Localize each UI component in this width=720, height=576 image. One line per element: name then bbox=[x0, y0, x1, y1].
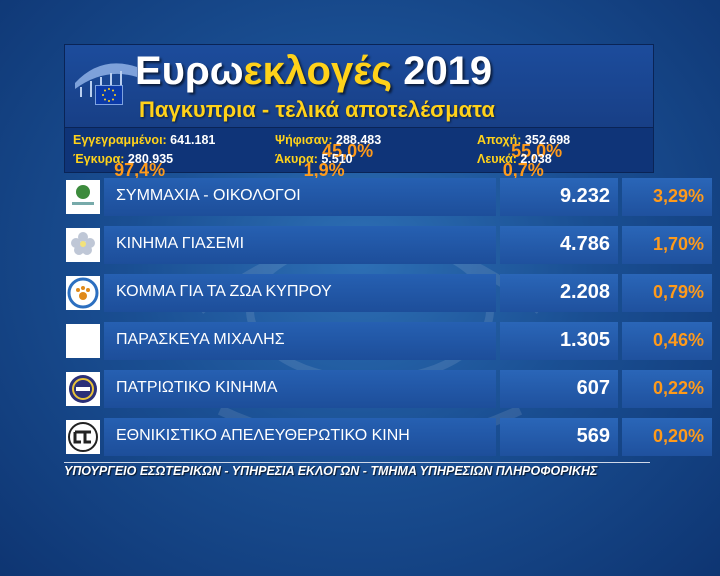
stats-panel: Εγγεγραμμένοι: 641.181 Ψήφισαν: 288.483 … bbox=[64, 127, 654, 180]
party-percent: 3,29% bbox=[652, 186, 704, 206]
page-title: Ευρωεκλογές 2019 bbox=[135, 49, 493, 93]
party-percent: 0,20% bbox=[652, 426, 704, 446]
party-name-cell: ΚΟΜΜΑ ΓΙΑ ΤΑ ΖΩΑ ΚΥΠΡΟΥ bbox=[104, 274, 496, 312]
stat-registered: Εγγεγραμμένοι: 641.181 bbox=[73, 133, 216, 147]
stat-voted: Ψήφισαν: 288.483 45,0% bbox=[275, 133, 382, 161]
party-name: ΠΑΡΑΣΚΕΥΑ ΜΙΧΑΛΗΣ bbox=[116, 331, 285, 348]
percent-cell: 0,46% bbox=[622, 322, 712, 360]
result-row: ΣΥΜΜΑΧΙΑ - ΟΙΚΟΛΟΓΟΙ 9.232 3,29% bbox=[64, 176, 712, 218]
party-name-cell: ΣΥΜΜΑΧΙΑ - ΟΙΚΟΛΟΓΟΙ bbox=[104, 178, 496, 216]
party-name-cell: ΕΘΝΙΚΙΣΤΙΚΟ ΑΠΕΛΕΥΘΕΡΩΤΙΚΟ ΚΙΝΗ bbox=[104, 418, 496, 456]
result-row: ΚΟΜΜΑ ΓΙΑ ΤΑ ΖΩΑ ΚΥΠΡΟΥ 2.208 0,79% bbox=[64, 272, 712, 314]
footer-credit: ΥΠΟΥΡΓΕΙΟ ΕΣΩΤΕΡΙΚΩΝ - ΥΠΗΡΕΣΙΑ ΕΚΛΟΓΩΝ … bbox=[64, 464, 598, 478]
party-name-cell: ΚΙΝΗΜΑ ΓΙΑΣΕΜΙ bbox=[104, 226, 496, 264]
votes-cell: 607 bbox=[500, 370, 618, 408]
votes-cell: 4.786 bbox=[500, 226, 618, 264]
result-row: ΠΑΡΑΣΚΕΥΑ ΜΙΧΑΛΗΣ 1.305 0,46% bbox=[64, 320, 712, 362]
party-votes: 1.305 bbox=[559, 329, 610, 351]
votes-cell: 1.305 bbox=[500, 322, 618, 360]
party-name: ΚΟΜΜΑ ΓΙΑ ΤΑ ΖΩΑ ΚΥΠΡΟΥ bbox=[116, 283, 332, 300]
party-name-cell: ΠΑΡΑΣΚΕΥΑ ΜΙΧΑΛΗΣ bbox=[104, 322, 496, 360]
result-row: ΕΘΝΙΚΙΣΤΙΚΟ ΑΠΕΛΕΥΘΕΡΩΤΙΚΟ ΚΙΝΗ 569 0,20… bbox=[64, 416, 712, 458]
party-percent: 0,46% bbox=[652, 330, 704, 350]
stat-invalid: Άκυρα: 5.510 1,9% bbox=[275, 152, 353, 180]
party-name: ΣΥΜΜΑΧΙΑ - ΟΙΚΟΛΟΓΟΙ bbox=[116, 187, 301, 204]
ecologists-logo-icon bbox=[66, 180, 100, 214]
votes-cell: 9.232 bbox=[500, 178, 618, 216]
stat-valid: Έγκυρα: 280.935 97,4% bbox=[73, 152, 174, 180]
party-percent: 1,70% bbox=[652, 234, 704, 254]
patriotic-logo-icon bbox=[66, 372, 100, 406]
page-subtitle: Παγκυπρια - τελικά αποτελέσματα bbox=[139, 97, 495, 122]
party-name: ΠΑΤΡΙΩΤΙΚΟ ΚΙΝΗΜΑ bbox=[116, 379, 278, 396]
footer-divider bbox=[64, 462, 650, 463]
party-votes: 4.786 bbox=[559, 233, 610, 255]
blank-logo-icon bbox=[66, 324, 100, 358]
percent-cell: 0,22% bbox=[622, 370, 712, 408]
percent-cell: 0,79% bbox=[622, 274, 712, 312]
party-percent: 0,79% bbox=[652, 282, 704, 302]
party-votes: 2.208 bbox=[559, 281, 610, 303]
percent-cell: 3,29% bbox=[622, 178, 712, 216]
header-panel: Ευρωεκλογές 2019 Παγκυπρια - τελικά αποτ… bbox=[64, 44, 654, 128]
votes-cell: 569 bbox=[500, 418, 618, 456]
jasmine-logo-icon bbox=[66, 228, 100, 262]
party-name: ΕΘΝΙΚΙΣΤΙΚΟ ΑΠΕΛΕΥΘΕΡΩΤΙΚΟ ΚΙΝΗ bbox=[116, 427, 410, 444]
paw-logo-icon bbox=[66, 276, 100, 310]
party-votes: 607 bbox=[576, 377, 610, 399]
votes-cell: 2.208 bbox=[500, 274, 618, 312]
stat-abstention: Αποχή: 352.698 55,0% bbox=[477, 133, 571, 161]
party-votes: 9.232 bbox=[559, 185, 610, 207]
party-votes: 569 bbox=[576, 425, 610, 447]
percent-cell: 1,70% bbox=[622, 226, 712, 264]
percent-cell: 0,20% bbox=[622, 418, 712, 456]
stat-blank: Λευκά: 2.038 0,7% bbox=[477, 152, 552, 180]
nationalist-logo-icon bbox=[66, 420, 100, 454]
eu-flag-icon bbox=[95, 85, 123, 105]
party-percent: 0,22% bbox=[652, 378, 704, 398]
result-row: ΠΑΤΡΙΩΤΙΚΟ ΚΙΝΗΜΑ 607 0,22% bbox=[64, 368, 712, 410]
party-name-cell: ΠΑΤΡΙΩΤΙΚΟ ΚΙΝΗΜΑ bbox=[104, 370, 496, 408]
party-name: ΚΙΝΗΜΑ ΓΙΑΣΕΜΙ bbox=[116, 235, 245, 252]
result-row: ΚΙΝΗΜΑ ΓΙΑΣΕΜΙ 4.786 1,70% bbox=[64, 224, 712, 266]
